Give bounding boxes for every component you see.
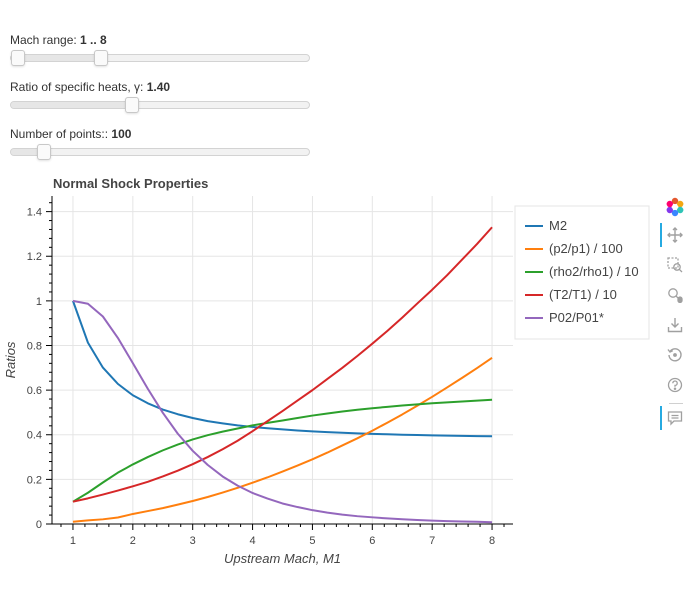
points-slider-block: Number of points:: 100 [10, 126, 310, 160]
y-tick-label: 0.4 [27, 430, 42, 442]
x-tick-label: 7 [429, 535, 435, 547]
points-title: Number of points:: 100 [10, 126, 310, 142]
mach-range-value: 1 .. 8 [80, 33, 107, 47]
y-tick-label: 1.4 [27, 207, 42, 219]
y-tick-label: 1.2 [27, 251, 42, 263]
mach-range-label: Mach range: [10, 33, 81, 47]
x-tick-label: 1 [70, 535, 76, 547]
points-handle[interactable] [37, 144, 51, 160]
mach-range-high-handle[interactable] [94, 50, 109, 66]
series-line-1[interactable] [72, 300, 493, 438]
gamma-slider-block: Ratio of specific heats, γ: 1.40 [10, 79, 310, 113]
legend-label-5[interactable]: P02/P01* [549, 310, 604, 325]
y-axis-label: Ratios [3, 341, 18, 378]
toolbar-separator [669, 403, 683, 404]
series-line-4[interactable] [72, 226, 493, 503]
x-tick-label: 6 [369, 535, 375, 547]
y-tick-label: 1 [36, 296, 42, 308]
help-icon[interactable] [660, 371, 690, 399]
chart-title: Normal Shock Properties [53, 176, 208, 191]
save-icon[interactable] [660, 311, 690, 339]
gamma-value: 1.40 [146, 80, 171, 94]
mach-range-title: Mach range: 1 .. 8 [10, 32, 310, 48]
hover-icon[interactable] [660, 404, 690, 432]
x-tick-label: 2 [130, 535, 136, 547]
bokeh-logo-icon[interactable] [660, 193, 690, 221]
x-tick-label: 8 [489, 535, 495, 547]
series-line-2[interactable] [72, 356, 493, 523]
points-value: 100 [111, 127, 132, 141]
x-tick-label: 5 [309, 535, 315, 547]
pan-icon[interactable] [660, 221, 690, 249]
points-fill [11, 149, 44, 155]
gamma-fill [11, 102, 133, 108]
legend-label-2[interactable]: (p2/p1) / 100 [549, 241, 623, 256]
legend-label-4[interactable]: (T2/T1) / 10 [549, 287, 617, 302]
y-tick-label: 0 [36, 519, 42, 531]
mach-range-low-handle[interactable] [11, 50, 25, 66]
gamma-label: Ratio of specific heats, γ: [10, 80, 147, 94]
reset-icon[interactable] [660, 341, 690, 369]
series-line-3[interactable] [72, 398, 493, 503]
points-label: Number of points:: [10, 127, 112, 141]
gamma-handle[interactable] [125, 97, 140, 113]
legend-label-3[interactable]: (rho2/rho1) / 10 [549, 264, 639, 279]
gamma-title: Ratio of specific heats, γ: 1.40 [10, 79, 310, 95]
gamma-slider[interactable] [10, 97, 310, 113]
points-slider[interactable] [10, 144, 310, 160]
normal-shock-chart[interactable]: Normal Shock Properties 1 2 3 4 5 6 7 8 0 0.2 0.4 0.… [0, 170, 655, 570]
series-line-5[interactable] [72, 299, 493, 524]
y-tick-label: 0.6 [27, 385, 42, 397]
legend-label-1[interactable]: M2 [549, 218, 567, 233]
mach-range-slider[interactable] [10, 50, 310, 66]
x-tick-label: 3 [190, 535, 196, 547]
x-tick-label: 4 [250, 535, 256, 547]
y-tick-label: 0.8 [27, 340, 42, 352]
mach-range-slider-block: Mach range: 1 .. 8 [10, 32, 310, 66]
box-zoom-icon[interactable] [660, 251, 690, 279]
x-axis-label: Upstream Mach, M1 [224, 551, 341, 566]
wheel-zoom-icon[interactable] [660, 281, 690, 309]
y-tick-label: 0.2 [27, 474, 42, 486]
mach-range-fill [18, 55, 102, 61]
